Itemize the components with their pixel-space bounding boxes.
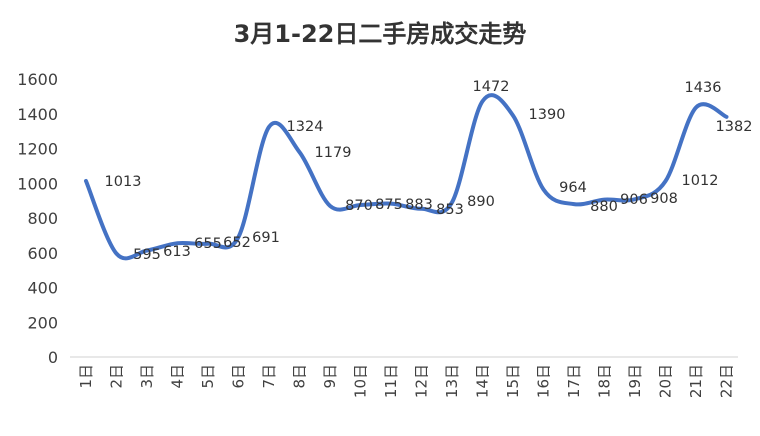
x-tick-label: 7日 <box>260 364 278 389</box>
x-tick-label: 11日 <box>382 364 400 398</box>
x-tick-label: 19日 <box>626 364 644 398</box>
data-label: 906 <box>620 192 648 208</box>
y-tick-label: 200 <box>27 313 58 332</box>
data-label: 652 <box>223 235 251 251</box>
x-tick-label: 4日 <box>169 364 187 389</box>
data-label: 908 <box>650 191 678 207</box>
data-label: 655 <box>194 236 222 252</box>
x-axis-ticks: 1日 2日 3日 4日 5日 6日 7日 8日 9日 10日 11日 12日 13日 14日 15日 16日 1… <box>77 364 736 398</box>
y-tick-label: 1200 <box>17 140 58 159</box>
x-tick-label: 3日 <box>138 364 156 389</box>
data-label: 964 <box>559 180 587 196</box>
y-tick-label: 600 <box>27 244 58 263</box>
x-tick-label: 22日 <box>718 364 736 398</box>
x-tick-label: 15日 <box>504 364 522 398</box>
data-label: 1382 <box>716 119 753 135</box>
data-label: 1324 <box>287 119 324 135</box>
y-tick-label: 400 <box>27 279 58 298</box>
x-tick-label: 8日 <box>291 364 309 389</box>
x-tick-label: 5日 <box>199 364 217 389</box>
x-tick-label: 6日 <box>230 364 248 389</box>
x-tick-label: 16日 <box>535 364 553 398</box>
x-tick-label: 2日 <box>108 364 126 389</box>
x-tick-label: 9日 <box>321 364 339 389</box>
x-tick-label: 21日 <box>687 364 705 398</box>
y-tick-label: 0 <box>48 348 58 367</box>
y-tick-label: 800 <box>27 209 58 228</box>
data-label: 1179 <box>315 145 352 161</box>
data-label: 1390 <box>529 107 566 123</box>
series-line <box>84 93 729 261</box>
x-tick-label: 1日 <box>77 364 95 389</box>
x-tick-label: 17日 <box>565 364 583 398</box>
x-tick-label: 18日 <box>596 364 614 398</box>
x-tick-label: 14日 <box>474 364 492 398</box>
x-tick-label: 20日 <box>657 364 675 398</box>
data-label: 1012 <box>682 173 719 189</box>
data-label: 1472 <box>473 79 510 95</box>
data-label: 613 <box>163 244 191 260</box>
data-label: 853 <box>436 202 464 218</box>
chart-title: 3月1-22日二手房成交走势 <box>234 20 527 48</box>
data-label: 1013 <box>105 174 142 190</box>
y-tick-label: 1000 <box>17 174 58 193</box>
data-label: 890 <box>467 194 495 210</box>
data-label: 875 <box>375 197 403 213</box>
data-label: 883 <box>405 197 433 213</box>
data-label: 595 <box>133 247 161 263</box>
y-axis-ticks: 0 200 400 600 800 1000 1200 1400 1600 <box>17 70 58 367</box>
data-label: 880 <box>590 199 618 215</box>
y-tick-label: 1400 <box>17 105 58 124</box>
data-label: 691 <box>252 230 280 246</box>
x-tick-label: 10日 <box>352 364 370 398</box>
y-tick-label: 1600 <box>17 70 58 89</box>
data-label: 870 <box>345 198 373 214</box>
x-tick-label: 13日 <box>443 364 461 398</box>
x-tick-label: 12日 <box>413 364 431 398</box>
data-label: 1436 <box>685 80 722 96</box>
